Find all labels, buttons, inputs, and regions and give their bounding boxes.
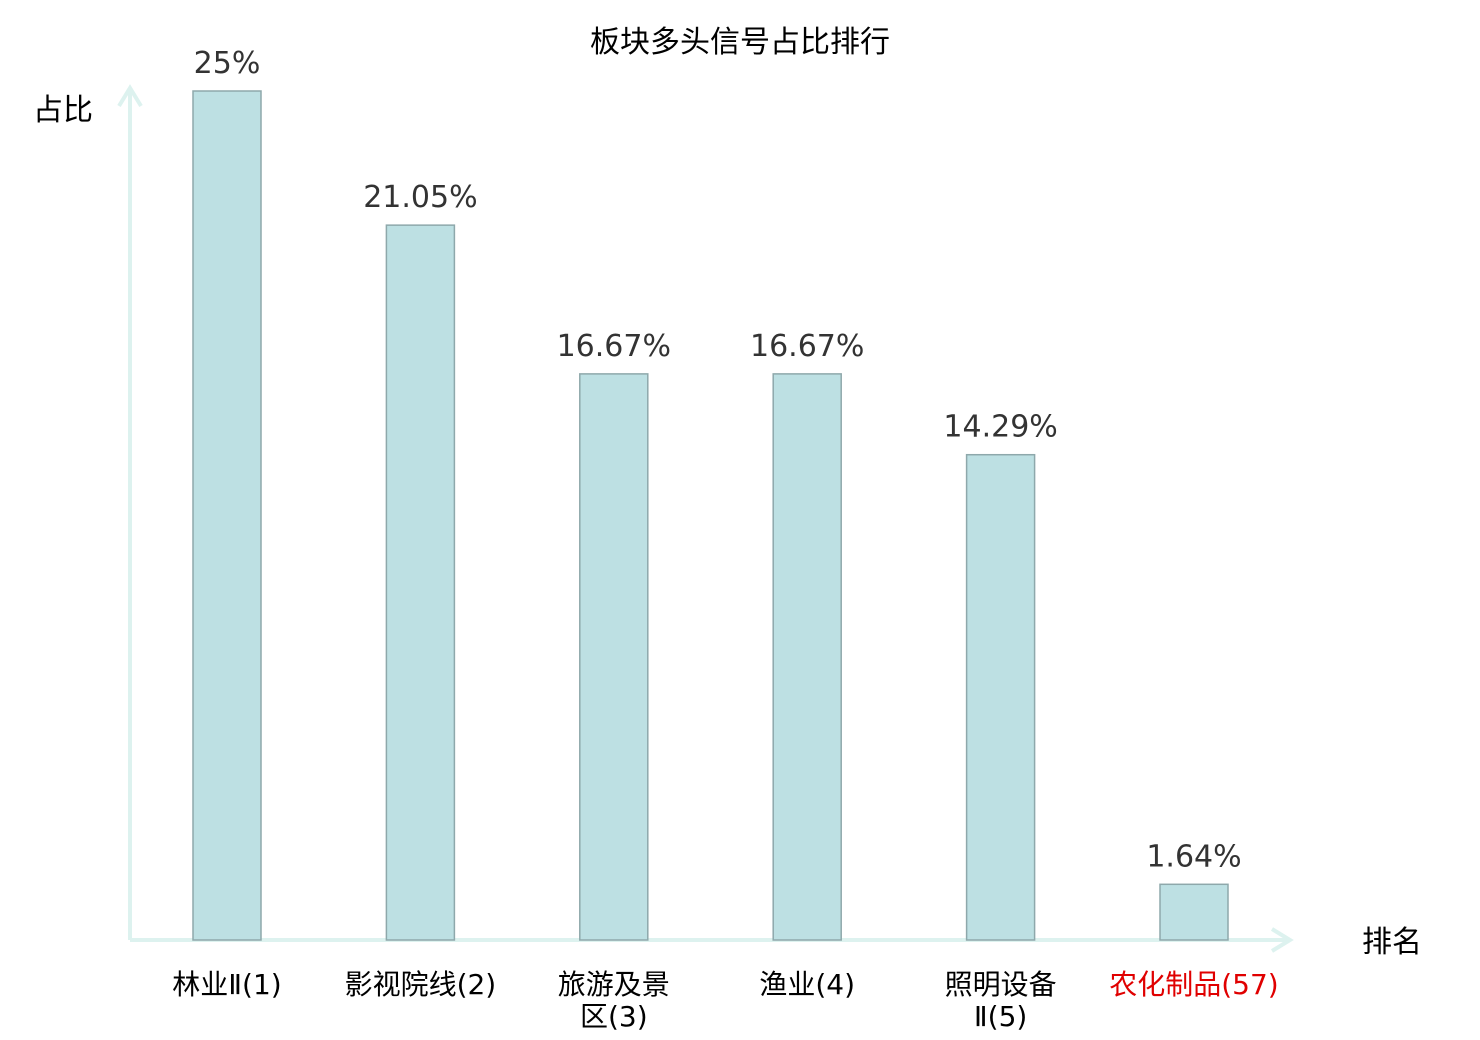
y-axis-label: 占比	[33, 93, 93, 128]
x-tick-label-line: 影视院线(2)	[345, 968, 497, 1001]
bar	[385, 224, 456, 941]
x-tick-label: 影视院线(2)	[345, 968, 497, 1001]
bar-value-label: 25%	[194, 46, 261, 81]
x-axis-arrow	[1270, 927, 1294, 953]
x-tick-label-line: 林业Ⅱ(1)	[172, 968, 281, 1001]
bar-value-label: 16.67%	[557, 329, 671, 364]
bars-group	[192, 90, 1229, 941]
bar-value-label: 21.05%	[363, 180, 477, 215]
x-tick-label-line: 旅游及景	[558, 968, 670, 1001]
value-labels-group: 25% 21.05% 16.67% 16.67% 14.29% 1.64%	[194, 46, 1242, 874]
x-axis-label: 排名	[1362, 925, 1422, 960]
bar-value-label: 16.67%	[750, 329, 864, 364]
x-tick-label-line: 农化制品(57)	[1109, 968, 1278, 1001]
x-tick-label: 农化制品(57)	[1109, 968, 1278, 1001]
x-tick-label: 渔业(4)	[759, 968, 855, 1001]
bar-value-label: 1.64%	[1146, 839, 1241, 874]
x-tick-label-line: 渔业(4)	[759, 968, 855, 1001]
bar	[965, 453, 1036, 941]
y-axis-arrow	[117, 84, 143, 108]
chart-title: 板块多头信号占比排行	[590, 25, 890, 60]
x-tick-label-line: 区(3)	[580, 1000, 648, 1033]
bar	[1159, 883, 1229, 941]
axes	[117, 84, 1294, 953]
bar	[772, 373, 842, 941]
x-tick-label-line: 照明设备	[945, 968, 1057, 1001]
x-tick-labels-group: 林业Ⅱ(1) 影视院线(2) 旅游及景区(3) 渔业(4) 照明设备 Ⅱ(5) 农化制品(5…	[172, 968, 1278, 1033]
bar-value-label: 14.29%	[943, 410, 1057, 445]
bar	[192, 90, 262, 941]
x-tick-label: 照明设备 Ⅱ(5)	[945, 968, 1057, 1033]
x-tick-label: 林业Ⅱ(1)	[172, 968, 281, 1001]
x-tick-label-line: Ⅱ(5)	[974, 1000, 1027, 1033]
bar	[579, 373, 649, 941]
x-tick-label: 旅游及景区(3)	[558, 968, 670, 1033]
